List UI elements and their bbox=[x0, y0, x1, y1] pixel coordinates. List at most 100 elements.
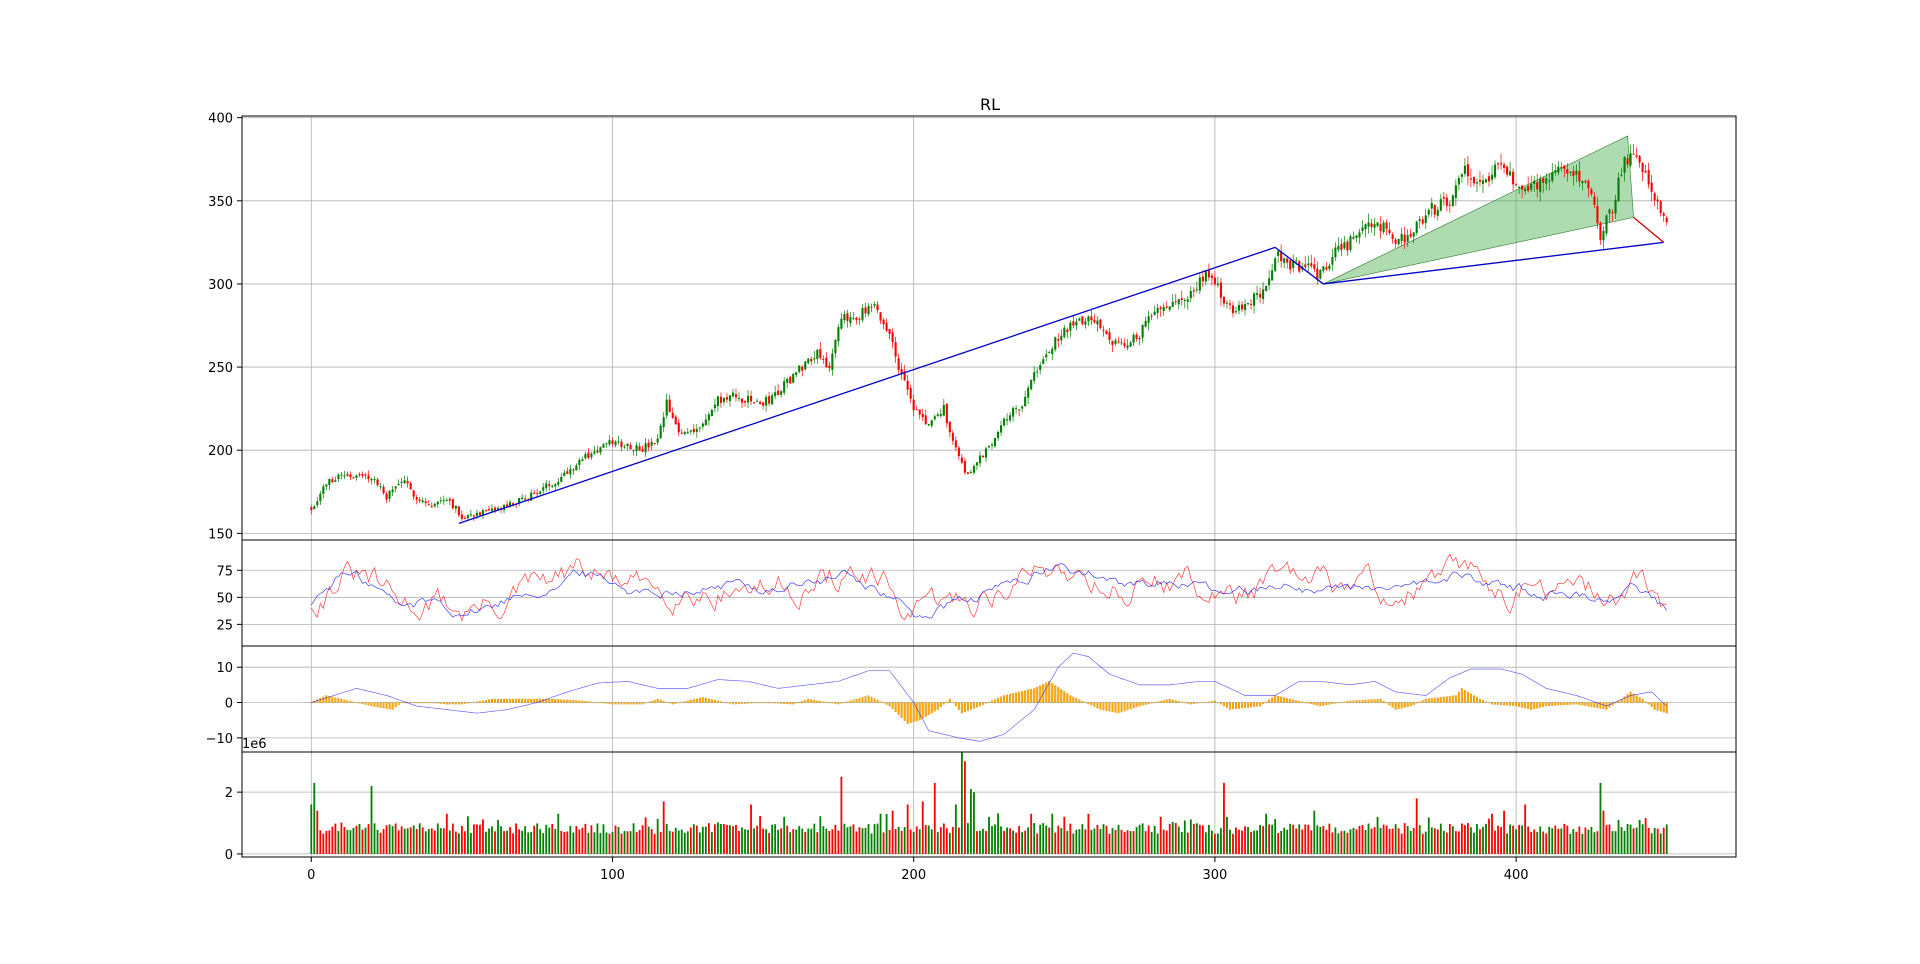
volume-bar bbox=[1587, 829, 1590, 854]
candle-body bbox=[1283, 258, 1286, 263]
candle-body bbox=[442, 500, 445, 502]
macd-histogram-bar bbox=[1436, 697, 1439, 703]
candle-body bbox=[1063, 327, 1066, 338]
volume-bar bbox=[1491, 813, 1493, 854]
volume-bar bbox=[1307, 824, 1310, 854]
macd-histogram-bar bbox=[1563, 702, 1566, 706]
volume-bar bbox=[1457, 831, 1460, 854]
price-ytick-label: 400 bbox=[208, 112, 233, 127]
volume-bar bbox=[701, 826, 704, 854]
candle-body bbox=[731, 392, 735, 397]
candle-body bbox=[575, 465, 578, 471]
candle-body bbox=[370, 478, 373, 481]
xtick-label: 100 bbox=[600, 868, 625, 883]
candle-body bbox=[843, 314, 846, 321]
price-ytick-label: 350 bbox=[208, 195, 233, 210]
macd-histogram-bar bbox=[834, 702, 837, 704]
macd-histogram-bar bbox=[849, 700, 852, 703]
volume-bar bbox=[632, 823, 635, 854]
candle-body bbox=[1159, 307, 1162, 310]
macd-histogram-bar bbox=[1524, 702, 1527, 709]
volume-bar bbox=[903, 827, 906, 854]
volume-bar bbox=[1656, 828, 1659, 854]
macd-histogram-bar bbox=[1189, 702, 1192, 705]
candle-body bbox=[999, 425, 1003, 433]
macd-histogram-bar bbox=[1096, 702, 1099, 709]
macd-histogram-bar bbox=[1638, 697, 1641, 703]
volume-bar bbox=[325, 830, 328, 854]
volume-bar bbox=[629, 831, 632, 854]
volume-bar bbox=[945, 828, 948, 854]
macd-histogram-bar bbox=[1051, 683, 1054, 703]
macd-ytick-label: −10 bbox=[206, 732, 233, 747]
volume-bar bbox=[479, 824, 481, 854]
candle-body bbox=[1087, 316, 1090, 322]
volume-bar bbox=[647, 826, 650, 854]
macd-histogram-bar bbox=[1081, 701, 1084, 703]
candle-body bbox=[406, 480, 409, 484]
macd-histogram-bar bbox=[668, 702, 671, 704]
volume-bar bbox=[509, 827, 511, 854]
macd-histogram-bar bbox=[1165, 699, 1168, 703]
macd-histogram-bar bbox=[825, 702, 828, 703]
volume-bar bbox=[1626, 824, 1629, 854]
candle-body bbox=[611, 440, 614, 444]
volume-bar bbox=[1195, 823, 1198, 854]
volume-bar bbox=[370, 785, 373, 854]
volume-bar bbox=[373, 823, 376, 854]
volume-bar bbox=[1271, 824, 1274, 854]
macd-histogram-bar bbox=[400, 702, 403, 704]
candle-body bbox=[1228, 303, 1232, 305]
candle-body bbox=[1337, 245, 1340, 250]
volume-bar bbox=[738, 830, 740, 854]
candle-body bbox=[1527, 185, 1530, 191]
volume-bar bbox=[674, 827, 677, 854]
macd-histogram-bar bbox=[1310, 702, 1313, 705]
macd-histogram-bar bbox=[987, 701, 991, 703]
macd-histogram-bar bbox=[768, 702, 771, 704]
macd-histogram-bar bbox=[692, 699, 695, 703]
volume-bar bbox=[828, 830, 831, 854]
volume-bar bbox=[1066, 830, 1069, 854]
volume-bar bbox=[973, 792, 975, 854]
volume-bar bbox=[1027, 827, 1030, 854]
volume-bar bbox=[584, 823, 587, 854]
candle-body bbox=[334, 480, 337, 482]
candle-body bbox=[713, 404, 716, 409]
candle-body bbox=[903, 371, 906, 381]
macd-histogram-bar bbox=[683, 701, 686, 703]
macd-histogram-bar bbox=[379, 702, 382, 708]
volume-bar bbox=[433, 830, 436, 854]
candle-body bbox=[879, 312, 882, 321]
candle-body bbox=[1177, 299, 1180, 305]
macd-histogram-bar bbox=[1075, 698, 1078, 703]
macd-histogram-bar bbox=[750, 702, 753, 704]
volume-bar bbox=[867, 824, 870, 854]
macd-histogram-bar bbox=[397, 702, 400, 705]
macd-histogram-bar bbox=[626, 702, 629, 705]
volume-bar bbox=[1033, 823, 1036, 854]
macd-histogram-bar bbox=[1084, 702, 1087, 704]
volume-bar bbox=[1063, 816, 1066, 854]
macd-histogram-bar bbox=[1156, 701, 1159, 703]
candle-body bbox=[1536, 182, 1539, 190]
candle-body bbox=[846, 313, 849, 321]
candle-body bbox=[665, 399, 668, 416]
macd-histogram-bar bbox=[506, 698, 509, 703]
macd-histogram-bar bbox=[921, 702, 924, 719]
volume-bar bbox=[605, 832, 608, 854]
volume-bar bbox=[322, 833, 325, 854]
candle-body bbox=[1490, 174, 1494, 180]
macd-histogram-bar bbox=[816, 700, 819, 703]
volume-bar bbox=[1304, 824, 1307, 854]
candle-body bbox=[584, 454, 587, 459]
macd-histogram-bar bbox=[759, 702, 762, 704]
candle-body bbox=[1328, 265, 1331, 270]
candle-body bbox=[382, 486, 385, 494]
candle-body bbox=[1412, 232, 1415, 237]
candle-body bbox=[557, 481, 560, 485]
macd-histogram-bar bbox=[1337, 702, 1340, 704]
macd-histogram-bar bbox=[491, 698, 494, 703]
volume-offset-label: 1e6 bbox=[242, 737, 267, 752]
oscillator-grid bbox=[242, 540, 1736, 646]
